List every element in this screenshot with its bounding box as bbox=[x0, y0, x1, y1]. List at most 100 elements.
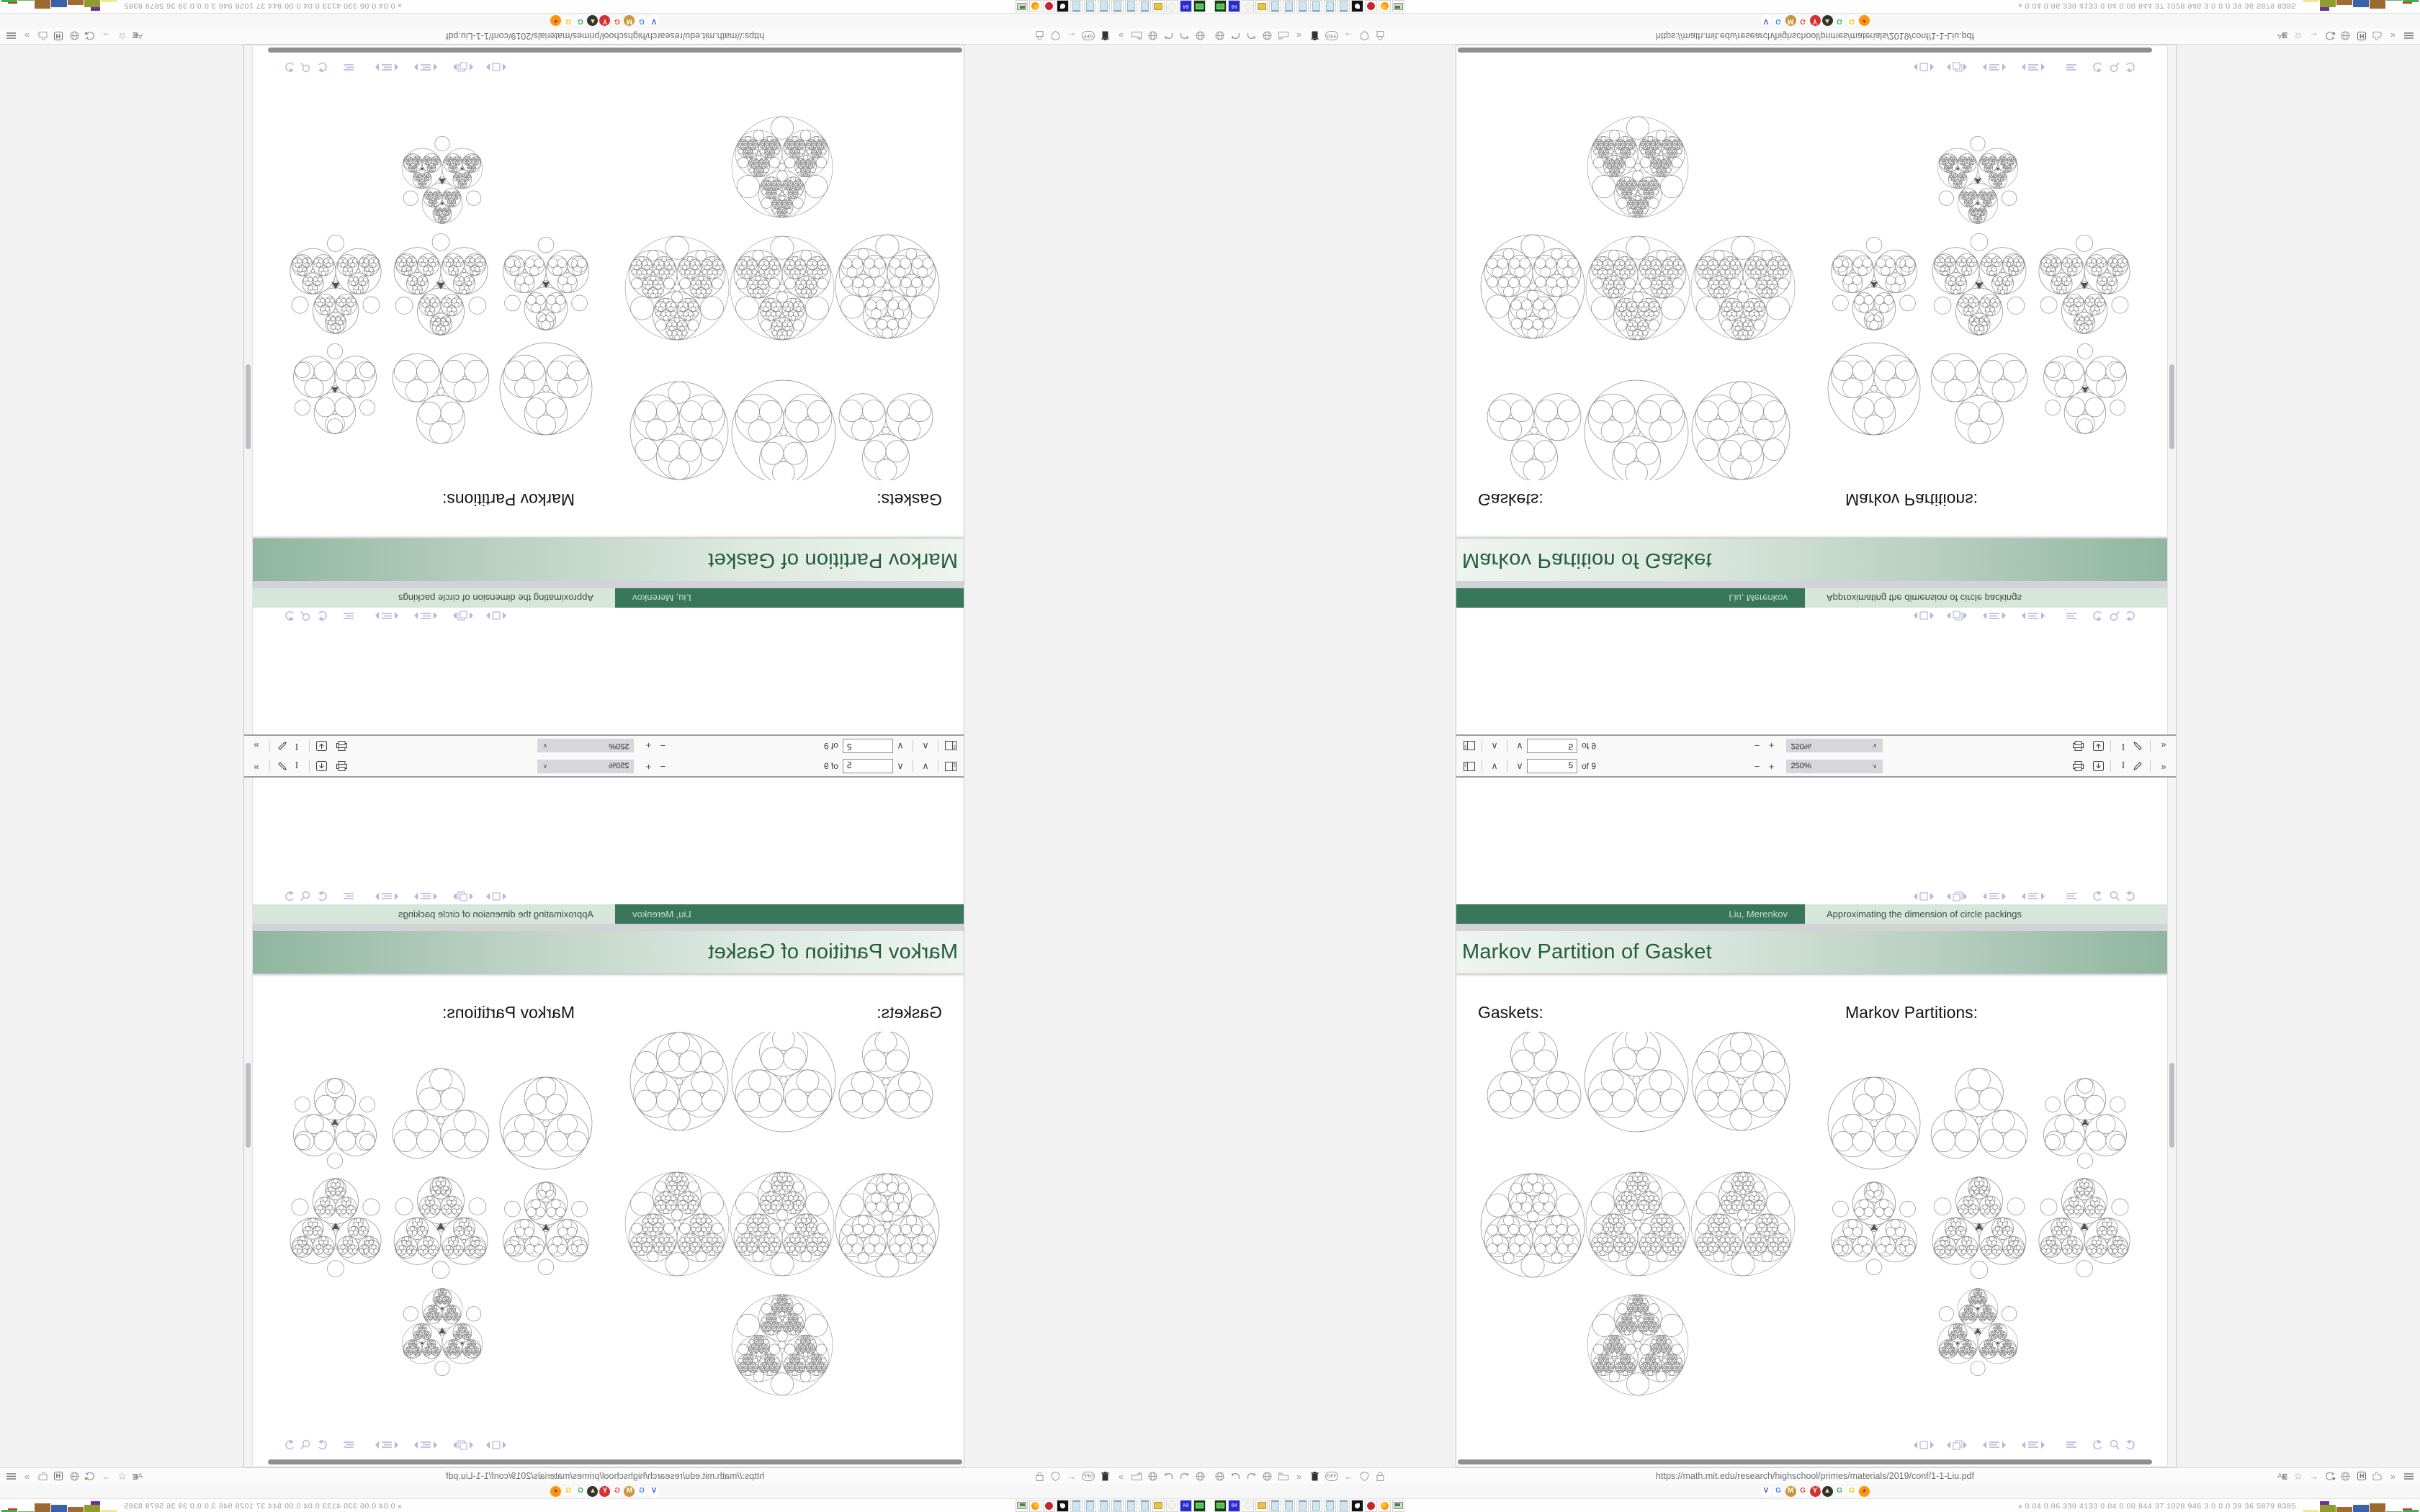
back-arrow-icon[interactable]: ← bbox=[1344, 30, 1353, 42]
launcher-notepad-icon[interactable] bbox=[1269, 0, 1281, 13]
collapse-chevron-icon[interactable]: « bbox=[395, 1504, 404, 1508]
launcher-notepad-icon[interactable] bbox=[1125, 0, 1137, 13]
address-url[interactable]: https://math.mit.edu/research/highschool… bbox=[1656, 1471, 1974, 1481]
next-page-icon[interactable]: ∨ bbox=[897, 741, 904, 752]
page-number-input[interactable] bbox=[843, 759, 893, 773]
launcher-notepad-icon[interactable] bbox=[1111, 1499, 1124, 1512]
draw-pencil-icon[interactable] bbox=[2130, 738, 2145, 754]
horizontal-scrollbar-thumb[interactable] bbox=[268, 48, 962, 53]
tab-favicon-photos[interactable]: ▲ bbox=[587, 15, 599, 27]
tab-favicon-photos[interactable]: ▲ bbox=[1821, 15, 1833, 27]
horizontal-scrollbar-thumb[interactable] bbox=[1458, 48, 2152, 53]
lock-icon[interactable] bbox=[1034, 1471, 1045, 1482]
tab-favicon-google-yellow[interactable]: G bbox=[1846, 15, 1857, 27]
vertical-scrollbar-thumb[interactable] bbox=[2169, 1063, 2174, 1148]
tab-favicon-medal[interactable]: M bbox=[624, 15, 635, 27]
zoom-in-icon[interactable]: + bbox=[645, 760, 652, 772]
launcher-terminal-icon[interactable] bbox=[1193, 1499, 1206, 1512]
chevron-double-icon[interactable]: » bbox=[1296, 30, 1302, 42]
beamer-nav-symbols[interactable] bbox=[1914, 891, 2151, 906]
tab-favicon-google-red[interactable]: G bbox=[611, 1485, 623, 1497]
launcher-notepad-icon[interactable] bbox=[1324, 0, 1336, 13]
launcher-workstation-icon[interactable] bbox=[1016, 0, 1028, 13]
zoom-select[interactable]: 250% ∨ bbox=[1785, 759, 1883, 773]
bookmark-star-icon[interactable]: ☆ bbox=[117, 1470, 127, 1482]
tab-favicon-yandex[interactable]: Y bbox=[1809, 15, 1821, 27]
next-page-icon[interactable]: ∨ bbox=[1516, 760, 1523, 771]
h-extension-icon[interactable]: H bbox=[53, 1471, 64, 1482]
launcher-folder-icon[interactable] bbox=[1255, 1499, 1268, 1512]
off-badge-icon[interactable]: OFF bbox=[1082, 31, 1095, 41]
reload-icon[interactable] bbox=[2324, 31, 2335, 42]
print-icon[interactable] bbox=[2071, 738, 2085, 754]
forward-arrow-icon[interactable]: → bbox=[102, 1470, 111, 1482]
pdf-viewer-area[interactable]: Liu, Merenkov Approximating the dimensio… bbox=[244, 778, 964, 1466]
vertical-scrollbar-thumb[interactable] bbox=[246, 364, 251, 449]
reload-icon[interactable] bbox=[85, 31, 96, 42]
address-url[interactable]: https://math.mit.edu/research/highschool… bbox=[446, 31, 764, 41]
vertical-scrollbar-thumb[interactable] bbox=[2169, 364, 2174, 449]
menu-icon[interactable] bbox=[6, 31, 17, 42]
tab-favicon-yandex[interactable]: Y bbox=[1809, 1485, 1821, 1497]
launcher-floppy-64-icon[interactable]: 64 bbox=[1180, 0, 1192, 13]
next-page-icon[interactable]: ∨ bbox=[897, 760, 904, 771]
launcher-notepad-icon[interactable] bbox=[1139, 1499, 1151, 1512]
launcher-notepad-icon[interactable] bbox=[1310, 1499, 1322, 1512]
print-icon[interactable] bbox=[335, 738, 349, 754]
launcher-firefox-icon[interactable] bbox=[1379, 1499, 1391, 1512]
sidebar-toggle-icon[interactable] bbox=[1462, 738, 1476, 754]
globe-icon[interactable] bbox=[1195, 1471, 1206, 1482]
folder-icon[interactable] bbox=[1131, 31, 1142, 42]
beamer-nav-symbols[interactable] bbox=[269, 891, 506, 906]
launcher-notepad-icon[interactable] bbox=[1098, 1499, 1110, 1512]
tab-favicon-yandex[interactable]: Y bbox=[599, 1485, 611, 1497]
page-number-input[interactable] bbox=[1527, 759, 1577, 773]
tab-favicon-google-yellow[interactable]: G bbox=[1846, 1485, 1857, 1497]
text-select-icon[interactable]: I bbox=[295, 760, 299, 771]
launcher-notepad-icon[interactable] bbox=[1070, 1499, 1083, 1512]
zoom-in-icon[interactable]: + bbox=[645, 740, 652, 752]
print-icon[interactable] bbox=[2071, 758, 2085, 774]
h-extension-icon[interactable]: H bbox=[53, 31, 64, 42]
bookmark-star-icon[interactable]: ☆ bbox=[2293, 30, 2303, 42]
beamer-nav-symbols[interactable] bbox=[1914, 58, 2151, 73]
launcher-notepad-icon[interactable] bbox=[1084, 0, 1096, 13]
tab-favicon-google-blue[interactable]: G bbox=[1773, 15, 1784, 27]
launcher-notepad-icon[interactable] bbox=[1283, 0, 1295, 13]
tab-favicon-firefox[interactable]: ◕ bbox=[1858, 15, 1870, 27]
tab-favicon-google-blue[interactable]: G bbox=[1773, 1485, 1784, 1497]
trash-icon[interactable] bbox=[1309, 31, 1320, 42]
launcher-workstation-icon[interactable] bbox=[1392, 1499, 1404, 1512]
lock-icon[interactable] bbox=[1375, 1471, 1386, 1482]
tab-favicon-medal[interactable]: M bbox=[1785, 1485, 1796, 1497]
save-icon[interactable] bbox=[2091, 738, 2105, 754]
draw-pencil-icon[interactable] bbox=[2130, 758, 2145, 774]
beamer-nav-symbols[interactable] bbox=[269, 606, 506, 621]
launcher-workstation-icon[interactable] bbox=[1016, 1499, 1028, 1512]
launcher-notepad-icon[interactable] bbox=[1296, 1499, 1309, 1512]
globe-icon[interactable] bbox=[1214, 1471, 1225, 1482]
launcher-notepad-icon[interactable] bbox=[1125, 1499, 1137, 1512]
shield-icon[interactable] bbox=[1050, 31, 1061, 42]
translate-icon[interactable]: A文 bbox=[133, 1471, 143, 1482]
puzzle-extension-icon[interactable] bbox=[37, 31, 48, 42]
tab-favicon-vivaldi[interactable]: V bbox=[1760, 1485, 1772, 1497]
tab-favicon-google-red[interactable]: G bbox=[1797, 1485, 1809, 1497]
previous-page-icon[interactable]: ∧ bbox=[1491, 760, 1498, 771]
launcher-notepad-icon[interactable] bbox=[1070, 0, 1083, 13]
bookmark-star-icon[interactable]: ☆ bbox=[2293, 1470, 2303, 1482]
zoom-out-icon[interactable]: − bbox=[660, 740, 666, 752]
tab-favicon-photos[interactable]: ▲ bbox=[587, 1485, 599, 1497]
launcher-cat-icon[interactable] bbox=[1057, 0, 1069, 13]
tab-favicon-medal[interactable]: M bbox=[624, 1485, 635, 1497]
lock-icon[interactable] bbox=[1375, 31, 1386, 42]
save-icon[interactable] bbox=[2091, 758, 2105, 774]
zoom-in-icon[interactable]: + bbox=[1768, 740, 1775, 752]
vertical-scrollbar-thumb[interactable] bbox=[246, 1063, 251, 1148]
launcher-red-badge-icon[interactable] bbox=[1043, 1499, 1055, 1512]
launcher-notepad-icon[interactable] bbox=[1337, 1499, 1350, 1512]
tab-favicon-firefox[interactable]: ◕ bbox=[550, 1485, 562, 1497]
vertical-scrollbar[interactable] bbox=[2167, 778, 2176, 1466]
h-extension-icon[interactable]: H bbox=[2356, 1471, 2367, 1482]
